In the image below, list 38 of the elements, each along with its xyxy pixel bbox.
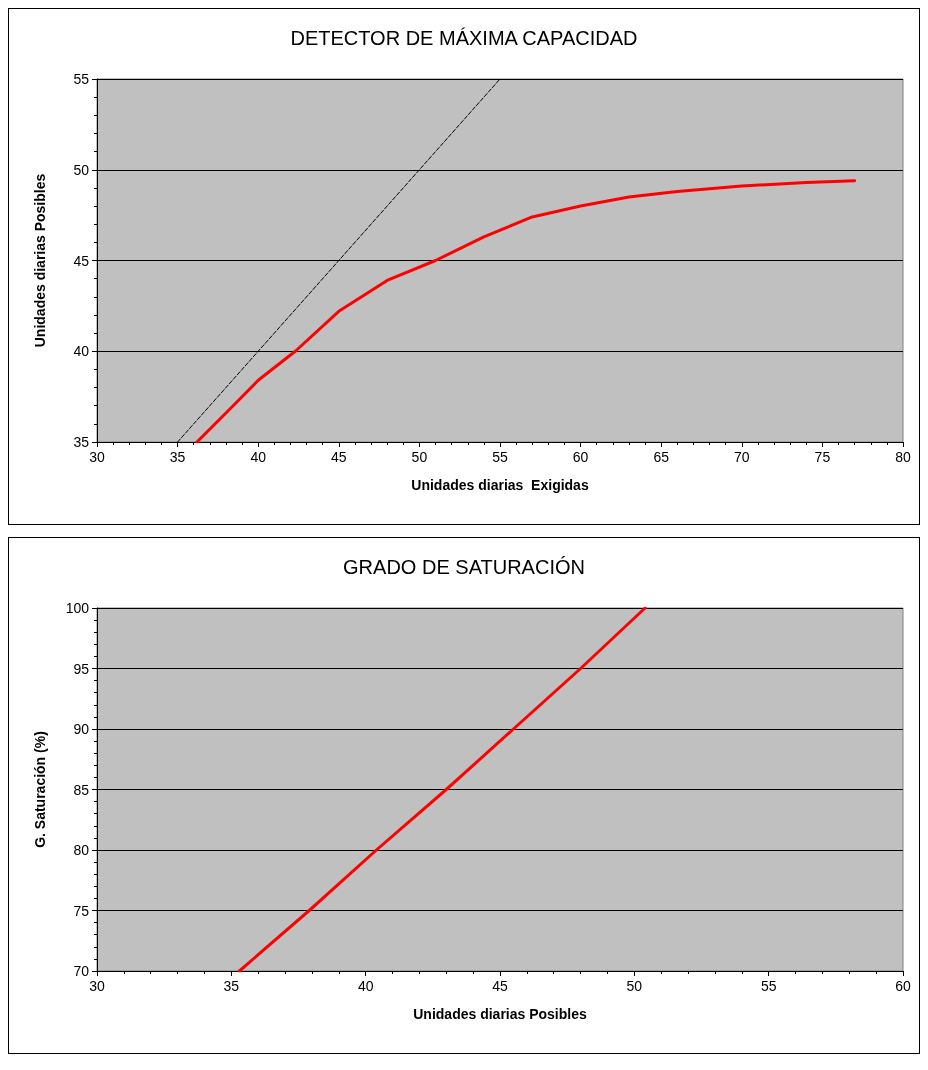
- x-tick-label: 35: [169, 449, 186, 465]
- y-axis-title: Unidades diarias Posibles: [32, 173, 48, 348]
- chart-title: DETECTOR DE MÁXIMA CAPACIDAD: [290, 27, 638, 49]
- line-series: [195, 179, 857, 444]
- x-tick-label: 40: [250, 449, 267, 465]
- line-series: [237, 606, 647, 973]
- x-tick-label: 70: [734, 449, 750, 465]
- x-axis-title: Unidades diarias Exigidas: [411, 477, 589, 493]
- y-tick-label: 95: [73, 660, 90, 677]
- x-tick-label: 60: [572, 449, 589, 465]
- x-tick-label: 45: [331, 449, 347, 465]
- chart-title: GRADO DE SATURACIÓN: [343, 556, 585, 578]
- y-tick-label: 50: [73, 161, 90, 178]
- y-tick-label: 35: [73, 434, 90, 450]
- x-tick-label: 45: [492, 978, 508, 994]
- x-tick-label: 40: [357, 978, 374, 994]
- y-axis-title: G. Saturación (%): [32, 731, 48, 848]
- x-tick-label: 80: [895, 449, 911, 465]
- x-tick-label: 30: [89, 978, 105, 994]
- x-tick-label: 35: [223, 978, 240, 994]
- y-tick-label: 90: [73, 721, 90, 737]
- y-tick-label: 55: [73, 71, 90, 87]
- x-tick-label: 50: [411, 449, 428, 465]
- x-axis-title: Unidades diarias Posibles: [413, 1006, 587, 1022]
- x-tick-label: 55: [492, 449, 508, 465]
- y-tick-label: 100: [65, 600, 90, 616]
- y-tick-label: 80: [73, 842, 90, 858]
- y-tick-label: 70: [73, 963, 90, 979]
- x-tick-label: 75: [814, 449, 831, 465]
- x-tick-label: 60: [895, 978, 911, 994]
- x-tick-label: 50: [626, 978, 643, 994]
- y-tick-label: 45: [73, 252, 90, 269]
- x-tick-label: 30: [89, 449, 105, 465]
- x-tick-label: 55: [760, 978, 777, 994]
- y-tick-label: 85: [73, 781, 90, 798]
- y-tick-label: 40: [73, 343, 90, 360]
- y-tick-label: 75: [73, 902, 90, 919]
- x-tick-label: 65: [653, 449, 670, 465]
